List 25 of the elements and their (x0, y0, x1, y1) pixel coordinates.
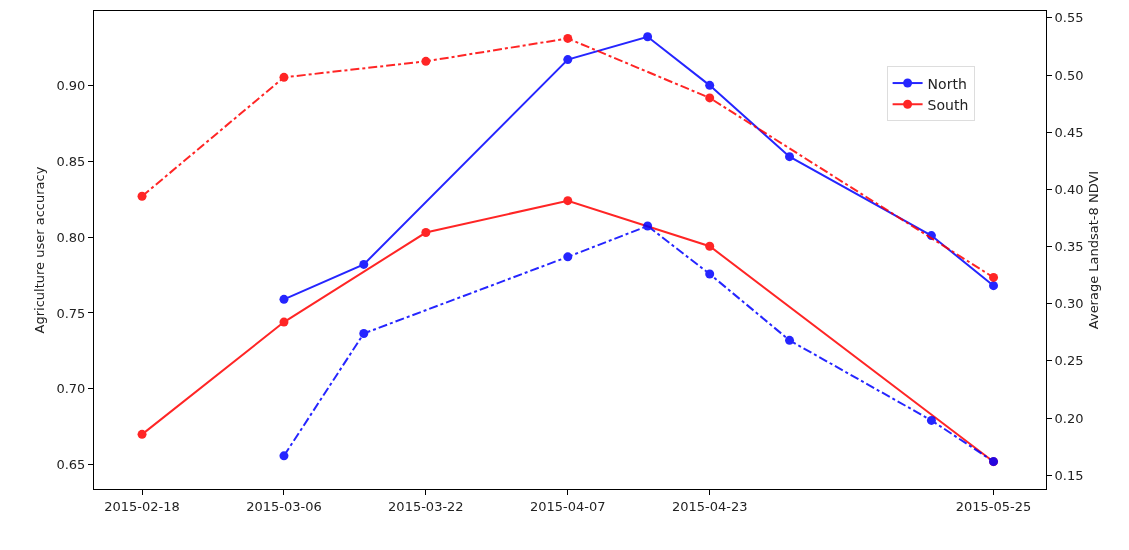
y2-tick-label: 0.50 (1054, 67, 1084, 83)
y-tick-label: 0.65 (56, 457, 86, 473)
y-tick-label: 0.85 (56, 153, 86, 169)
y-tick-label: 0.90 (56, 77, 86, 93)
y2-tick-label: 0.35 (1054, 239, 1084, 255)
legend-label: North (927, 75, 967, 92)
y2-tick-label: 0.20 (1054, 410, 1084, 426)
y-tick-label: 0.75 (56, 305, 86, 321)
x-tick-label: 2015-04-07 (530, 498, 606, 514)
y2-tick-label: 0.40 (1054, 181, 1084, 197)
y2-tick-label: 0.15 (1054, 467, 1084, 483)
y2-tick-label: 0.30 (1054, 296, 1084, 312)
y2-tick-label: 0.55 (1054, 10, 1084, 26)
y2-tick-label: 0.25 (1054, 353, 1084, 369)
x-tick-label: 2015-03-22 (388, 498, 464, 514)
x-tick-label: 2015-03-06 (246, 498, 322, 514)
y-axis-title: Agriculture user accuracy (32, 166, 48, 334)
legend-label: South (927, 96, 969, 113)
y2-tick-label: 0.45 (1054, 124, 1084, 140)
y2-axis-title: Average Landsat-8 NDVI (1086, 170, 1102, 330)
y-tick-label: 0.70 (56, 381, 86, 397)
x-tick-label: 2015-05-25 (955, 498, 1032, 514)
x-tick-label: 2015-02-18 (104, 498, 180, 514)
y-tick-label: 0.80 (56, 229, 86, 245)
x-tick-label: 2015-04-23 (671, 498, 748, 514)
